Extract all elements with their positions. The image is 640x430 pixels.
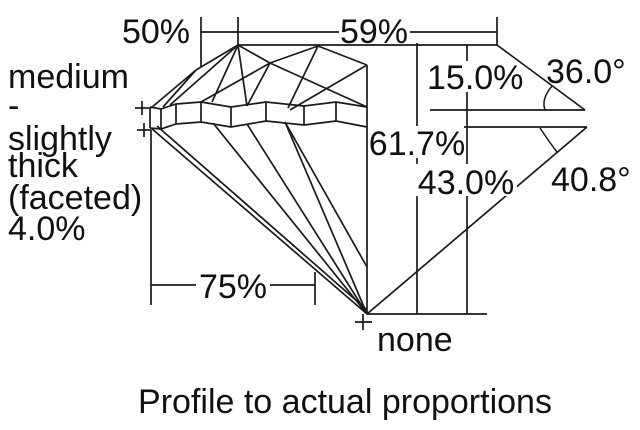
pavilion-angle-arc xyxy=(539,127,558,153)
crown-angle-arc xyxy=(543,85,553,111)
crown-facet-line xyxy=(287,45,319,109)
pavilion-facet-line xyxy=(284,121,368,268)
crown-angle-label: 36.0° xyxy=(546,53,626,91)
crown-height-label: 15.0% xyxy=(427,59,523,97)
mask-pavilion-depth xyxy=(415,164,517,196)
mask-crown-height xyxy=(424,61,517,92)
pavilion-facet-line xyxy=(246,123,368,315)
pavilion-angle-label: 40.8° xyxy=(551,161,631,199)
diagram-caption: Profile to actual proportions xyxy=(138,383,552,421)
lower-girdle-label: 75% xyxy=(199,268,267,306)
pavilion-depth-label: 43.0% xyxy=(418,164,514,202)
lower-girdle-facet-line xyxy=(156,125,367,310)
crown-facet-line xyxy=(200,62,271,103)
crown-silhouette-lower xyxy=(150,69,197,109)
girdle-label-line-1: medium xyxy=(8,58,129,96)
star-facet-line xyxy=(237,44,271,64)
total-depth-label: 61.7% xyxy=(369,125,465,163)
crown-facet-line xyxy=(289,64,368,111)
dimension-75 xyxy=(150,130,316,305)
schematic-crown-slope xyxy=(496,44,586,111)
crown-facet-line xyxy=(237,44,248,107)
crown-facet-line xyxy=(162,69,197,108)
dimension-top xyxy=(200,17,498,67)
crown-silhouette-upper xyxy=(195,44,239,71)
reference-crosses xyxy=(135,101,372,330)
mask-total-depth xyxy=(370,126,464,158)
pavilion-facet-line xyxy=(212,122,368,315)
table-size-label: 59% xyxy=(340,13,408,51)
girdle-bottom-edge xyxy=(149,120,368,130)
labels: 50% 59% 15.0% 36.0° 61.7% 43.0% 40.8° 75… xyxy=(8,13,631,421)
girdle-label-line-5: (faceted) xyxy=(8,179,142,217)
girdle-top-edge xyxy=(149,101,368,110)
girdle-label-line-2: - xyxy=(8,87,19,125)
girdle-band xyxy=(149,101,368,130)
culet-label: none xyxy=(377,321,453,359)
girdle-label-line-3: slightly xyxy=(8,120,112,158)
crown-right-slope xyxy=(317,45,368,66)
label-masks xyxy=(370,61,517,196)
crown-facet-line xyxy=(246,62,271,107)
crown-facet-line xyxy=(169,44,239,106)
star-facet-line xyxy=(269,45,319,64)
star-length-label: 50% xyxy=(122,13,190,51)
pavilion-facet-line xyxy=(284,121,368,315)
schematic-pavilion-slope xyxy=(366,126,588,315)
girdle-label-line-6: 4.0% xyxy=(8,210,86,248)
pavilion-facets xyxy=(150,121,368,315)
pavilion-silhouette xyxy=(150,127,368,315)
crown-facets xyxy=(150,44,368,314)
girdle-label-line-4: thick xyxy=(8,147,79,185)
crown-facet-line xyxy=(269,62,368,108)
